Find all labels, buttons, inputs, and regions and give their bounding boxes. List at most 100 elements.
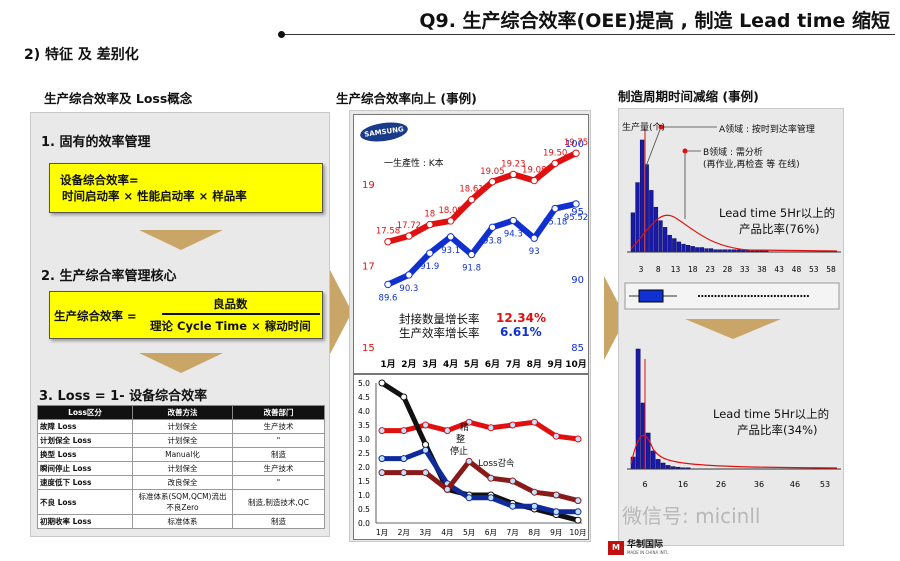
oee-trend-chart: 15 17 19 85 90 95 100 1月 2月 3月 4月 5月 6月 7月 8月 9月 10月 17.5… <box>362 138 588 370</box>
boxplot-outlier <box>763 294 767 298</box>
loss-table-cell: Manual化 <box>132 447 233 462</box>
histogram-bar <box>650 450 656 470</box>
x-axis-tick-label: 9月 <box>547 359 562 370</box>
data-point <box>422 421 430 429</box>
loss-label-1: 精 <box>460 423 470 433</box>
data-point <box>400 393 408 401</box>
data-label: 18.09 <box>438 206 462 216</box>
data-point <box>446 217 455 225</box>
data-point <box>551 159 559 168</box>
data-point <box>509 477 517 485</box>
boxplot-outlier <box>787 294 790 298</box>
x-axis-tick-label: 46 <box>790 480 800 489</box>
loss-table-cell: 计划保全 <box>132 433 233 448</box>
x-axis-tick-label: 2月 <box>398 528 410 537</box>
oee-trend-chart-frame: SAMSUNG 一生產性 : K本 15 17 19 85 90 95 100 1月 2月 3月 4… <box>353 114 589 374</box>
data-point <box>530 488 538 496</box>
note-after-line1: Lead time 5Hr以上的 <box>713 407 830 421</box>
brand-logo: M 华制国际 MADE IN CHINA INTL <box>608 540 668 555</box>
down-arrow-2 <box>139 353 223 373</box>
histogram-bar <box>676 241 682 253</box>
data-point <box>488 178 497 186</box>
loss-table: Loss区分 改善方法 改善部门 故障 Loss 计划保全 生产技术 计划保全 Los… <box>37 405 325 529</box>
data-point <box>422 469 430 477</box>
page-title: Q9. 生产综合效率(OEE)提高 , 制造 Lead time 缩短 <box>419 10 890 32</box>
loss-table-cell: 换型 Loss <box>37 447 133 462</box>
oee-formula-box: 设备综合效率= 时间启动率 × 性能启动率 × 样品率 <box>49 163 323 213</box>
loss-table-cell: 速度低下 Loss <box>37 475 133 490</box>
data-point <box>487 494 495 502</box>
boxplot-outlier <box>730 294 734 298</box>
x-axis-tick-label: 38 <box>757 265 767 274</box>
loss-table-cell: 初期收率 Loss <box>37 514 133 529</box>
boxplot-outlier <box>734 294 737 298</box>
loss-table-cell: 瞬间停止 Loss <box>37 461 133 476</box>
y-axis-tick-label: 1.0 <box>358 491 370 500</box>
boxplot-outlier <box>800 294 803 298</box>
series-line <box>386 200 577 288</box>
data-point <box>551 204 559 213</box>
loss-table-row: 换型 Loss Manual化 制造 <box>37 447 325 462</box>
x-axis-tick-label: 33 <box>740 265 750 274</box>
oee-improvement-panel: SAMSUNG 一生產性 : K本 15 17 19 85 90 95 100 1月 2月 3月 4… <box>349 110 591 542</box>
core-formula-label: 生产综合效率 = <box>54 309 137 323</box>
boxplot-outlier <box>727 294 730 298</box>
series-line <box>382 458 579 504</box>
boxplot-box <box>638 289 664 303</box>
annotation-1-value: 12.34% <box>496 311 546 325</box>
loss-table-header: 改善方法 <box>132 405 233 420</box>
data-point <box>572 149 580 157</box>
series-line <box>380 380 579 523</box>
data-label: 17.72 <box>397 221 421 231</box>
loss-trend-chart-frame: 0.0 0.5 1.0 1.5 2.0 2.5 3.0 3.5 4.0 4.5 5.0 1月 2月 3月 4… <box>353 374 589 540</box>
y-axis-tick-label: 1.5 <box>358 477 370 486</box>
data-point <box>378 469 386 477</box>
data-point <box>384 238 392 246</box>
x-axis-tick-label: 53 <box>820 480 830 489</box>
histogram-bar <box>649 190 654 253</box>
data-point <box>574 435 582 443</box>
loss-table-row: 不良 Loss 标准体系(SQM,QCM)流出不良Zero 制造,制造技术,QC <box>37 489 325 515</box>
y-axis-tick-label: 3.5 <box>358 421 370 430</box>
loss-table-header-row: Loss区分 改善方法 改善部门 <box>37 405 325 420</box>
left-axis-tick-label: 17 <box>362 261 375 272</box>
x-axis-tick-label: 10月 <box>565 359 587 370</box>
down-arrow-3 <box>685 319 781 339</box>
data-point <box>552 491 560 499</box>
y-axis-tick-label: 2.5 <box>358 449 370 458</box>
y-axis-tick-label: 2.0 <box>358 463 370 472</box>
x-axis-tick-label: 48 <box>792 265 802 274</box>
boxplot-outlier <box>803 294 806 298</box>
series-line <box>387 150 578 245</box>
loss-table-cell: 制造,制造技术,QC <box>232 489 325 515</box>
data-point <box>405 232 413 240</box>
x-axis-tick-label: 3月 <box>419 528 431 537</box>
section-2-title: 2. 生产综合率管理核心 <box>41 269 177 284</box>
data-point <box>400 455 408 463</box>
data-point <box>465 418 473 426</box>
data-point <box>446 233 455 241</box>
boxplot-outlier <box>777 294 780 298</box>
loss-table-cell: 标准体系 <box>132 514 233 529</box>
data-point <box>378 427 386 435</box>
boxplot-outlier <box>717 294 720 298</box>
histogram-bar <box>690 246 695 253</box>
loss-table-cell: 生产技术 <box>232 419 325 434</box>
x-axis-tick-label: 7月 <box>507 528 519 537</box>
data-label: 95.52 <box>564 213 588 223</box>
data-label: 19.05 <box>480 167 504 177</box>
x-axis-tick-label: 53 <box>809 265 819 274</box>
histogram-bar <box>708 248 714 253</box>
boxplot-outlier <box>737 294 740 298</box>
annotation-a-text: A领域 : 按时到达率管理 <box>719 125 815 135</box>
data-label: 93.8 <box>483 236 502 246</box>
histogram-bar <box>681 243 686 253</box>
data-point <box>488 223 497 232</box>
oee-formula-line1: 设备综合效率= <box>60 173 139 187</box>
x-axis-tick-label: 36 <box>754 480 764 489</box>
loss-table-header: 改善部门 <box>232 405 325 420</box>
data-point <box>487 424 495 432</box>
loss-table-header: Loss区分 <box>37 405 133 420</box>
data-point <box>487 474 495 482</box>
data-point <box>443 485 451 493</box>
